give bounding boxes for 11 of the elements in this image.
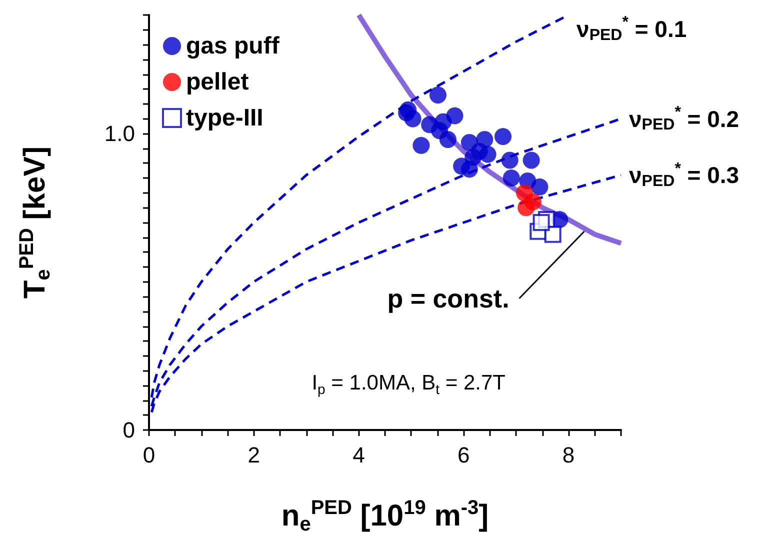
y-axis-title: TePED [keV] <box>16 146 54 299</box>
x-tick-label: 0 <box>142 442 156 468</box>
x-tick-label: 6 <box>458 442 470 468</box>
y-tick-label: 1.0 <box>104 121 135 146</box>
annotation: p = const. <box>387 283 510 314</box>
x-tick-label: 8 <box>562 442 575 468</box>
x-tick-label: 4 <box>352 442 365 468</box>
legend-label: gas puff <box>186 32 280 60</box>
legend-label: type-III <box>186 104 264 132</box>
legend-label: pellet <box>186 68 249 96</box>
x-tick-label: 2 <box>248 442 260 468</box>
